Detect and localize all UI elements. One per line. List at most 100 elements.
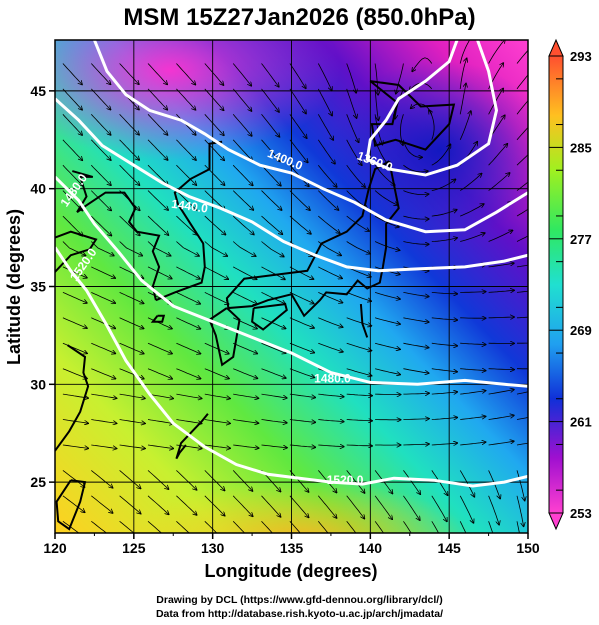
streamline [147,393,173,398]
streamline [204,114,224,135]
streamline [346,164,365,187]
streamline [204,521,218,533]
streamline [62,164,83,185]
streamline [516,316,528,319]
streamline [261,215,283,234]
streamline [403,444,429,445]
streamline [431,521,440,533]
streamline [204,241,228,257]
streamline [261,88,280,112]
x-tick-label: 140 [359,540,383,556]
streamline [317,88,332,116]
coastline [175,413,209,460]
streamline [204,164,225,185]
streamline [346,215,369,231]
streamline [232,63,251,86]
streamline [374,139,389,166]
streamline [346,139,362,165]
streamline [176,317,200,329]
streamline [374,521,385,533]
credit-data: Data from http://database.rish.kyoto-u.a… [155,608,444,620]
streamline [119,470,141,488]
streamline [488,441,514,446]
streamline [488,317,514,318]
streamline [516,290,528,293]
streamline [403,215,428,219]
streamline [233,419,258,424]
streamline [261,63,279,87]
coastline [55,344,90,452]
streamline [488,173,510,191]
streamline [233,393,258,398]
streamline [147,241,171,256]
streamline [204,88,224,110]
streamline [346,317,372,326]
streamline [261,521,273,533]
streamline [289,215,311,234]
streamline [119,241,143,256]
streamline [119,139,140,160]
streamline [62,393,88,398]
streamline [431,238,457,242]
height-contour [55,246,528,488]
streamline [119,368,144,379]
x-axis-title: Longitude (degrees) [204,561,377,581]
streamline [374,215,399,227]
streamline [289,190,310,211]
streamline [318,292,342,302]
y-tick-label: 40 [30,181,46,197]
streamline [147,139,168,160]
streamline [403,317,428,322]
streamline [204,470,225,490]
warm-air-region [131,480,469,533]
streamline [147,266,172,279]
streamline [261,292,286,304]
streamline [516,74,528,90]
x-tick-label: 120 [43,540,67,556]
streamline [403,393,429,394]
streamline [261,241,284,257]
streamline [317,495,336,518]
streamline [204,444,230,448]
streamline [346,114,359,142]
streamline [516,154,528,166]
streamline [176,190,196,210]
coastline [369,80,456,151]
coastline [225,160,400,318]
streamline [516,442,528,446]
streamline [374,241,400,251]
streamline [91,520,107,533]
y-axis-title: Latitude (degrees) [4,209,24,365]
streamline [176,63,195,85]
streamline [147,342,172,354]
streamline [289,470,309,492]
streamline [62,114,82,135]
streamline [318,190,338,210]
streamline [261,393,287,398]
streamline [62,444,88,448]
streamline [516,235,528,242]
streamline [176,292,200,303]
contour-label: 1480.0 [314,371,351,385]
streamline [232,521,246,533]
x-tick-label: 135 [280,540,304,556]
streamline [318,445,344,447]
streamline [261,444,288,448]
streamline [261,266,286,280]
streamline [233,266,257,279]
streamline [346,292,372,301]
streamline [431,318,458,320]
streamline [346,241,371,254]
streamline [346,470,365,493]
streamline [232,215,254,234]
streamline [346,495,365,519]
streamline [261,342,286,353]
x-tick-label: 145 [437,540,461,556]
streamline [91,190,111,211]
streamline [176,444,201,449]
streamline [232,139,252,161]
streamline [119,342,144,353]
streamline [403,164,428,172]
streamline [232,190,253,210]
streamline [289,393,315,397]
